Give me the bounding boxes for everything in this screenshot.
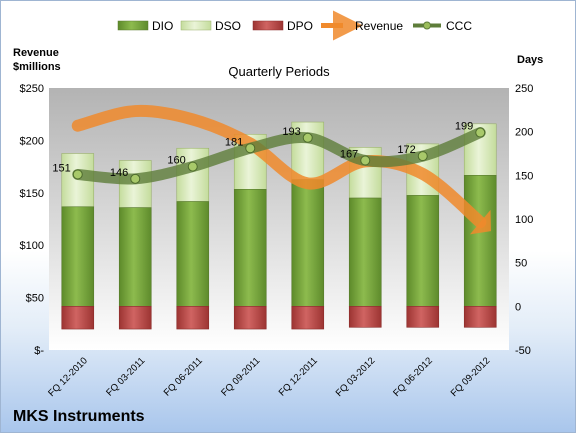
left-tick-label: $- xyxy=(34,345,44,357)
ccc-data-label: 181 xyxy=(225,136,243,148)
bar-dio xyxy=(348,197,382,307)
x-tick-label: FQ 06-2011 xyxy=(162,355,205,398)
ccc-point xyxy=(475,127,486,138)
bar-dpo xyxy=(233,306,267,330)
bar-dpo xyxy=(291,306,325,330)
ccc-data-label: 167 xyxy=(340,148,358,160)
ccc-point xyxy=(360,155,371,166)
x-tick-label: FQ 09-2012 xyxy=(449,355,493,399)
revenue-line xyxy=(71,104,487,229)
ccc-data-label: 193 xyxy=(282,126,300,138)
legend-label-dio: DIO xyxy=(152,19,173,33)
bar-dio xyxy=(233,189,267,307)
ccc-data-labels: 151 146 160 181 193 167 172 199 xyxy=(52,121,473,179)
legend-swatch-dpo xyxy=(252,20,284,31)
ccc-data-label: 146 xyxy=(110,167,128,179)
legend-label-dso: DSO xyxy=(215,19,241,33)
right-tick-label: 100 xyxy=(515,214,533,226)
right-tick-label: -50 xyxy=(515,345,531,357)
bar-dio xyxy=(406,195,440,307)
left-tick-label: $250 xyxy=(20,83,44,95)
legend-label-dpo: DPO xyxy=(287,19,313,33)
legend: DIO DSO DPO Revenue CCC xyxy=(117,10,472,41)
right-tick-label: 200 xyxy=(515,127,533,139)
bar-dio xyxy=(61,206,95,307)
ccc-point xyxy=(302,132,313,143)
bar-dpo xyxy=(463,306,497,328)
bar-dpo xyxy=(61,306,95,330)
ccc-series-line xyxy=(72,127,486,185)
legend-label-ccc: CCC xyxy=(446,19,472,33)
ccc-point xyxy=(72,169,83,180)
legend-swatch-ccc-marker xyxy=(423,21,431,30)
x-tick-label: FQ 06-2012 xyxy=(391,355,435,399)
legend-swatch-dio xyxy=(117,20,149,31)
bar-dio xyxy=(291,179,325,307)
ccc-data-label: 199 xyxy=(455,121,473,133)
legend-swatch-dso xyxy=(180,20,212,31)
ccc-point xyxy=(245,143,256,154)
x-axis-labels: FQ 12-2010 FQ 03-2011 FQ 06-2011 FQ 09-2011… xyxy=(46,355,492,399)
right-tick-label: 250 xyxy=(515,83,533,95)
ccc-point xyxy=(417,151,428,162)
bar-dio xyxy=(118,207,152,307)
company-name: MKS Instruments xyxy=(13,408,145,425)
revenue-arrowhead xyxy=(469,209,491,235)
left-tick-label: $50 xyxy=(26,293,44,305)
bar-dpo xyxy=(118,306,152,330)
bar-dio xyxy=(176,201,210,307)
bar-dio xyxy=(463,175,497,307)
x-tick-label: FQ 03-2011 xyxy=(104,355,147,398)
left-tick-label: $150 xyxy=(20,188,44,200)
bar-dpo xyxy=(406,306,440,328)
right-tick-label: 0 xyxy=(515,301,521,313)
bar-dpo xyxy=(176,306,210,330)
ccc-data-label: 151 xyxy=(52,162,70,174)
bar-dso xyxy=(291,121,325,180)
x-tick-label: FQ 12-2011 xyxy=(277,355,320,398)
ccc-line xyxy=(72,127,486,185)
right-tick-label: 50 xyxy=(515,258,527,270)
x-tick-label: FQ 09-2011 xyxy=(219,355,262,398)
revenue-arrow xyxy=(71,104,491,235)
chart-title: Quarterly Periods xyxy=(228,64,330,79)
right-tick-label: 150 xyxy=(515,170,533,182)
legend-label-revenue: Revenue xyxy=(355,19,403,33)
left-tick-label: $100 xyxy=(20,240,44,252)
left-axis-title-line-1: Revenue xyxy=(13,47,59,59)
bar-dpo xyxy=(348,306,382,328)
right-axis-ticks: -50 0 50 100 150 200 250 xyxy=(515,83,533,357)
bars xyxy=(61,121,497,330)
ccc-point xyxy=(187,161,198,172)
ccc-data-label: 172 xyxy=(397,144,415,156)
left-axis-ticks: $- $50 $100 $150 $200 $250 xyxy=(20,83,45,357)
ccc-data-label: 160 xyxy=(167,155,185,167)
plot-area xyxy=(49,88,509,350)
left-axis-title-line-2: $millions xyxy=(13,61,61,73)
right-axis-title: Days xyxy=(517,54,543,66)
left-tick-label: $200 xyxy=(20,135,44,147)
x-tick-label: FQ 12-2010 xyxy=(46,355,90,399)
ccc-point xyxy=(130,173,141,184)
x-tick-label: FQ 03-2012 xyxy=(334,355,378,399)
